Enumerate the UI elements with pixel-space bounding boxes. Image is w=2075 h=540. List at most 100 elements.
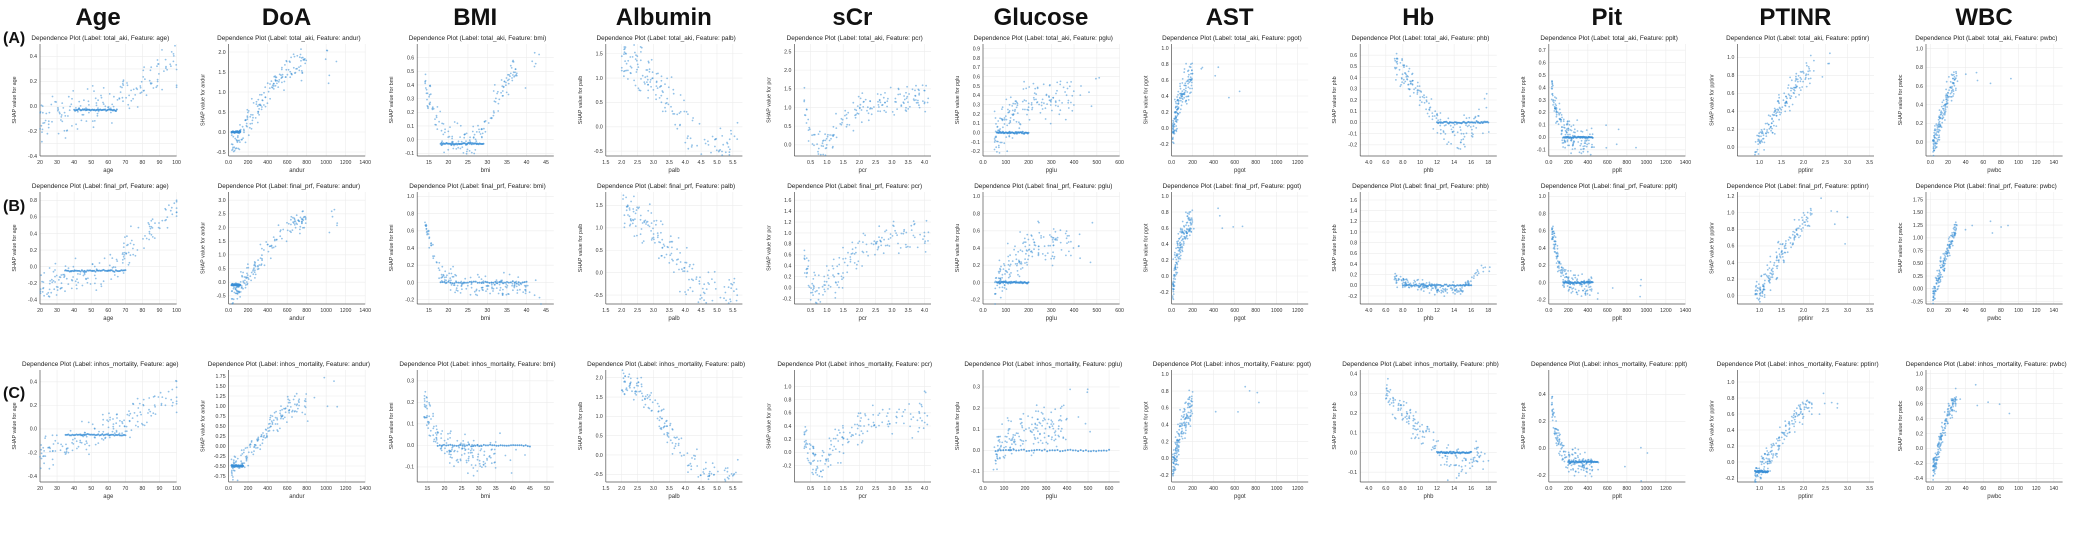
data-point — [867, 254, 869, 257]
data-point — [516, 292, 519, 294]
data-point — [267, 250, 270, 253]
data-point — [1932, 154, 1935, 157]
data-point — [1013, 110, 1016, 112]
y-tick-label: 1.0 — [218, 253, 225, 259]
y-tick-label: 0.3 — [407, 96, 414, 102]
data-point — [1811, 213, 1813, 215]
data-point — [1754, 141, 1757, 143]
data-point — [1065, 237, 1068, 240]
data-point — [454, 273, 456, 276]
data-point — [435, 116, 438, 119]
data-point — [839, 123, 842, 125]
data-point — [1174, 251, 1176, 254]
data-point — [806, 272, 808, 275]
data-point — [1181, 82, 1184, 84]
data-point — [627, 69, 629, 72]
data-point — [1588, 294, 1591, 296]
data-point — [908, 93, 910, 95]
data-point — [139, 92, 142, 94]
scatter-points — [424, 51, 540, 155]
data-point — [1576, 293, 1579, 296]
data-point — [1583, 288, 1586, 290]
data-point — [1001, 108, 1003, 110]
data-point — [249, 275, 252, 278]
data-point — [620, 69, 623, 72]
data-point — [137, 226, 140, 229]
x-tick-label: 4.0 — [682, 160, 689, 166]
data-point — [1581, 130, 1584, 133]
data-point — [1459, 126, 1461, 129]
data-point — [1460, 139, 1463, 141]
y-tick-label: 0.6 — [784, 253, 791, 259]
data-point — [733, 281, 735, 284]
data-point — [299, 65, 302, 67]
data-point — [1807, 77, 1810, 80]
data-point — [1396, 60, 1398, 63]
data-point — [1033, 248, 1035, 251]
data-point — [1015, 258, 1018, 261]
data-point — [1567, 133, 1569, 136]
data-point — [260, 93, 263, 96]
data-point — [1041, 98, 1044, 101]
scatter-points — [230, 48, 338, 153]
data-point — [1933, 135, 1935, 137]
data-point — [466, 148, 469, 151]
data-point — [502, 292, 504, 295]
data-point — [231, 143, 234, 146]
data-point — [166, 68, 169, 71]
data-point — [52, 280, 55, 282]
data-point — [1007, 255, 1010, 258]
data-point — [56, 289, 59, 291]
data-point — [1178, 237, 1180, 240]
data-point — [328, 74, 331, 77]
data-point — [1770, 269, 1773, 272]
data-point — [1446, 292, 1449, 294]
data-point — [1756, 297, 1759, 300]
y-tick-label: 0.5 — [784, 124, 791, 130]
data-point — [1948, 89, 1950, 91]
data-point — [1025, 100, 1027, 102]
data-point — [470, 281, 473, 284]
data-point — [1800, 78, 1803, 80]
y-tick-label: 0.0 — [1161, 274, 1168, 280]
data-point — [443, 276, 446, 279]
data-point — [1579, 144, 1582, 147]
data-point — [97, 99, 99, 102]
data-point — [1176, 266, 1179, 269]
data-point — [1639, 295, 1641, 298]
data-point — [1807, 73, 1810, 76]
data-point — [657, 234, 659, 237]
data-point — [1567, 127, 1569, 130]
data-point — [1778, 111, 1781, 114]
x-tick-label: 8.0 — [1399, 308, 1406, 314]
data-point — [505, 283, 508, 285]
data-point — [1414, 87, 1417, 89]
data-point — [150, 225, 153, 228]
data-point — [1794, 80, 1797, 82]
data-point — [1562, 141, 1565, 144]
data-point — [1180, 239, 1183, 242]
data-point — [1941, 101, 1944, 104]
data-point — [1472, 277, 1475, 279]
data-point — [39, 292, 42, 295]
data-point — [1395, 66, 1398, 69]
data-point — [123, 242, 125, 245]
x-axis-label: pglu — [1046, 168, 1057, 174]
data-point — [1405, 278, 1408, 281]
data-point — [295, 222, 297, 225]
data-point — [1024, 245, 1027, 248]
y-tick-label: 0.8 — [1916, 65, 1923, 71]
data-point — [887, 97, 889, 100]
data-point — [624, 47, 626, 50]
data-point — [507, 82, 510, 85]
x-tick-label: 3.0 — [650, 308, 657, 314]
data-point — [652, 89, 655, 91]
data-point — [236, 292, 239, 295]
data-point — [1935, 123, 1938, 125]
data-point — [658, 257, 660, 260]
data-point — [1088, 91, 1090, 94]
y-tick-label: 1.0 — [784, 105, 791, 111]
data-point — [1016, 101, 1018, 104]
data-point — [1933, 149, 1935, 152]
data-point — [441, 281, 444, 284]
